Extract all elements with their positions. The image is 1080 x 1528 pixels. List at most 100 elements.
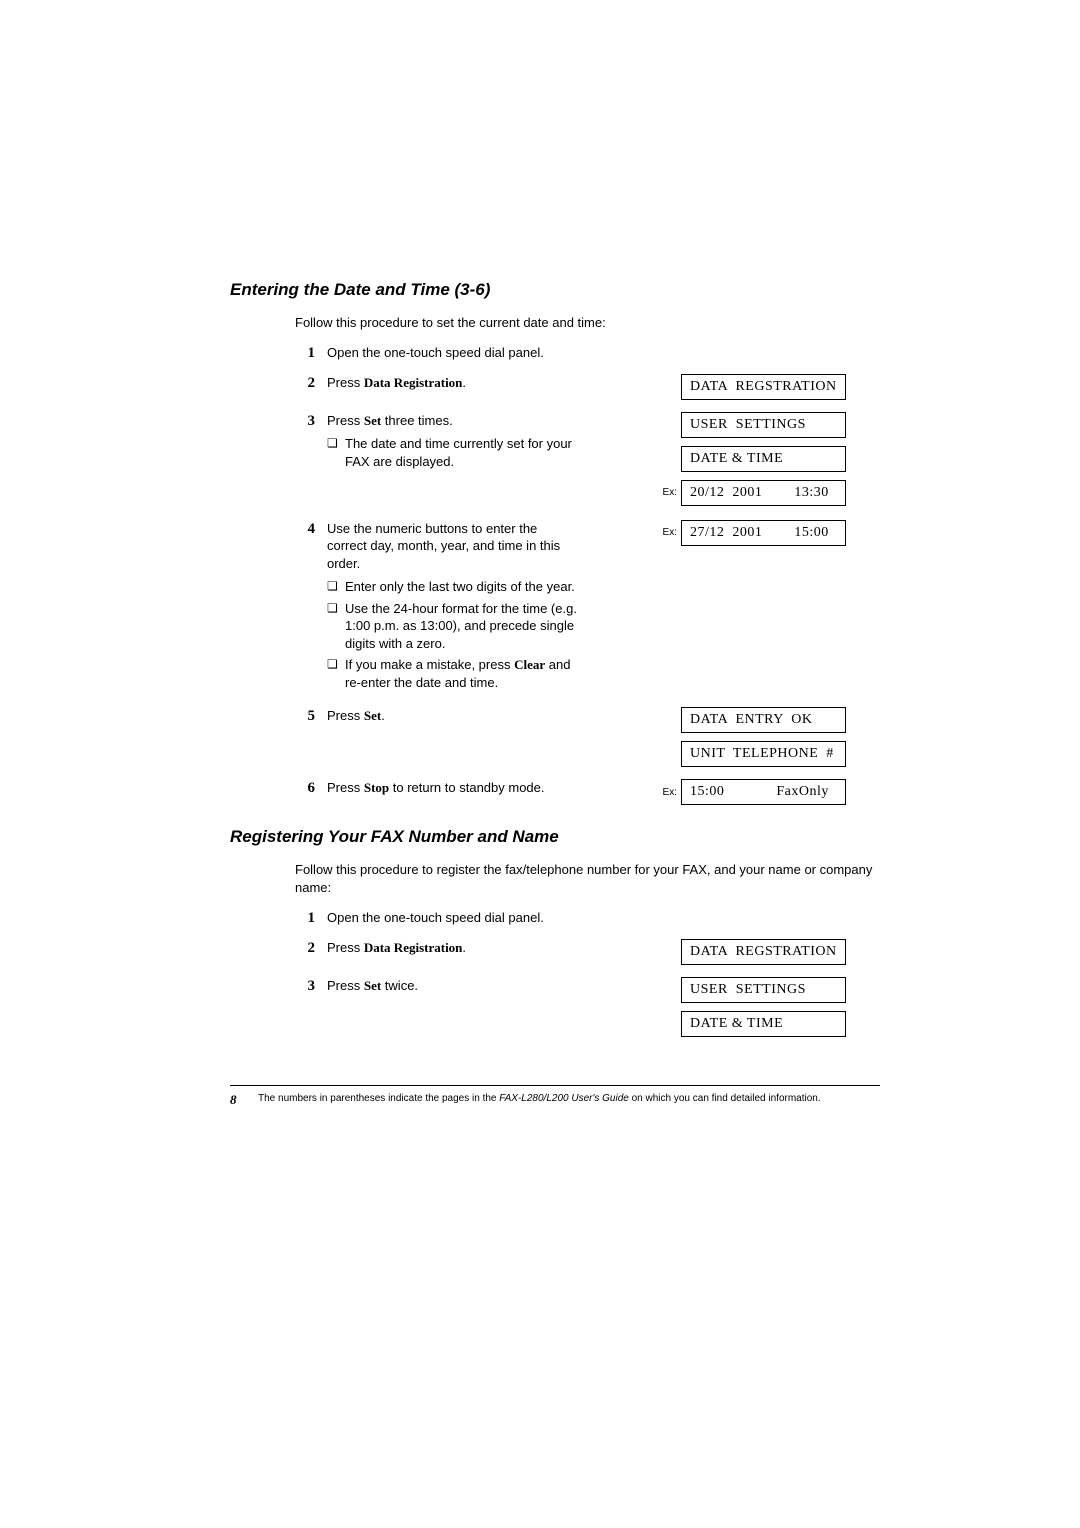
step-body: Press Stop to return to standby mode. — [327, 779, 577, 797]
display-column: DATA REGSTRATION — [655, 939, 855, 965]
step-number: 3 — [295, 977, 315, 995]
step-body: Press Set. — [327, 707, 577, 725]
step-bold: Set — [364, 413, 381, 428]
step-number: 1 — [295, 344, 315, 362]
sub-bullet: ❏ The date and time currently set for yo… — [327, 435, 577, 470]
lcd-display: DATE & TIME — [681, 446, 846, 472]
lcd-display: DATA REGSTRATION — [681, 374, 846, 400]
step: 2 Press Data Registration. DATA REGSTRAT… — [295, 939, 855, 965]
section-heading: Registering Your FAX Number and Name — [230, 827, 880, 847]
step-number: 3 — [295, 412, 315, 430]
footer-text: The numbers in parentheses indicate the … — [258, 1092, 880, 1105]
bullet-marker: ❏ — [327, 600, 345, 616]
step-text: twice. — [381, 978, 418, 993]
bullet-text: The date and time currently set for your… — [345, 435, 577, 470]
step-text: Use the numeric buttons to enter the cor… — [327, 521, 560, 571]
bullet-text: Enter only the last two digits of the ye… — [345, 578, 577, 596]
ex-label: Ex: — [655, 487, 677, 498]
lcd-wrap: DATA REGSTRATION — [655, 939, 855, 965]
display-column: Ex: 27/12 2001 15:00 — [655, 520, 855, 546]
page-number: 8 — [230, 1092, 258, 1108]
lcd-wrap: Ex: 20/12 2001 13:30 — [655, 480, 855, 506]
step-text: to return to standby mode. — [389, 780, 544, 795]
step: 6 Press Stop to return to standby mode. … — [295, 779, 855, 805]
step-text: Press — [327, 780, 364, 795]
step-number: 2 — [295, 939, 315, 957]
step: 1 Open the one-touch speed dial panel. — [295, 344, 855, 362]
step-body: Press Data Registration. — [327, 374, 577, 392]
step: 5 Press Set. DATA ENTRY OK UNIT TELEPHON… — [295, 707, 855, 767]
lcd-display: DATE & TIME — [681, 1011, 846, 1037]
step-body: Press Set twice. — [327, 977, 577, 995]
footer-line: 8 The numbers in parentheses indicate th… — [230, 1092, 880, 1108]
lcd-wrap: UNIT TELEPHONE # — [655, 741, 855, 767]
step-body: Use the numeric buttons to enter the cor… — [327, 520, 577, 696]
bullet-marker: ❏ — [327, 435, 345, 451]
lcd-wrap: DATE & TIME — [655, 1011, 855, 1037]
steps-list: 1 Open the one-touch speed dial panel. 2… — [295, 909, 855, 1037]
step-text: Open the one-touch speed dial panel. — [327, 910, 544, 925]
lcd-display: 27/12 2001 15:00 — [681, 520, 846, 546]
step: 2 Press Data Registration. DATA REGSTRAT… — [295, 374, 855, 400]
lcd-wrap: USER SETTINGS — [655, 977, 855, 1003]
display-column: USER SETTINGS DATE & TIME Ex: 20/12 2001… — [655, 412, 855, 506]
step-text: . — [462, 940, 466, 955]
steps-list: 1 Open the one-touch speed dial panel. 2… — [295, 344, 855, 806]
step-bold: Data Registration — [364, 375, 463, 390]
lcd-display: USER SETTINGS — [681, 977, 846, 1003]
footer-rule — [230, 1085, 880, 1086]
step-text: Press — [327, 413, 364, 428]
display-column: DATA REGSTRATION — [655, 374, 855, 400]
lcd-display: 15:00 FaxOnly — [681, 779, 846, 805]
lcd-wrap: Ex: 15:00 FaxOnly — [655, 779, 855, 805]
bullet-marker: ❏ — [327, 578, 345, 594]
section-intro: Follow this procedure to set the current… — [295, 314, 880, 332]
sub-bullet: ❏ Use the 24-hour format for the time (e… — [327, 600, 577, 653]
step-body: Open the one-touch speed dial panel. — [327, 909, 577, 927]
ex-label: Ex: — [655, 527, 677, 538]
sub-bullet: ❏ Enter only the last two digits of the … — [327, 578, 577, 596]
section-heading: Entering the Date and Time (3-6) — [230, 280, 880, 300]
step: 1 Open the one-touch speed dial panel. — [295, 909, 855, 927]
step-text: three times. — [381, 413, 453, 428]
step: 3 Press Set twice. USER SETTINGS DATE & … — [295, 977, 855, 1037]
lcd-wrap: DATA ENTRY OK — [655, 707, 855, 733]
step-body: Press Set three times. ❏ The date and ti… — [327, 412, 577, 475]
step: 4 Use the numeric buttons to enter the c… — [295, 520, 855, 696]
page-footer: 8 The numbers in parentheses indicate th… — [230, 1085, 880, 1108]
page-content: Entering the Date and Time (3-6) Follow … — [230, 280, 880, 1049]
step-number: 2 — [295, 374, 315, 392]
lcd-display: UNIT TELEPHONE # — [681, 741, 846, 767]
lcd-display: DATA ENTRY OK — [681, 707, 846, 733]
lcd-display: 20/12 2001 13:30 — [681, 480, 846, 506]
step-bold: Set — [364, 978, 381, 993]
lcd-display: DATA REGSTRATION — [681, 939, 846, 965]
step-number: 1 — [295, 909, 315, 927]
bullet-marker: ❏ — [327, 656, 345, 672]
step-body: Press Data Registration. — [327, 939, 577, 957]
step-text: . — [381, 708, 385, 723]
sub-bullets: ❏ The date and time currently set for yo… — [327, 435, 577, 470]
display-column: USER SETTINGS DATE & TIME — [655, 977, 855, 1037]
step-text: Press — [327, 375, 364, 390]
step-bold: Data Registration — [364, 940, 463, 955]
sub-bullets: ❏ Enter only the last two digits of the … — [327, 578, 577, 691]
lcd-wrap: USER SETTINGS — [655, 412, 855, 438]
step-text: Press — [327, 708, 364, 723]
step-text: Press — [327, 978, 364, 993]
step-number: 5 — [295, 707, 315, 725]
step-bold: Stop — [364, 780, 389, 795]
step-text: Press — [327, 940, 364, 955]
step: 3 Press Set three times. ❏ The date and … — [295, 412, 855, 506]
sub-bullet: ❏ If you make a mistake, press Clear and… — [327, 656, 577, 691]
bullet-text: If you make a mistake, press Clear and r… — [345, 656, 577, 691]
step-number: 4 — [295, 520, 315, 538]
lcd-wrap: DATE & TIME — [655, 446, 855, 472]
step-text: Open the one-touch speed dial panel. — [327, 345, 544, 360]
section-fax-number: Registering Your FAX Number and Name Fol… — [230, 827, 880, 1036]
display-column: DATA ENTRY OK UNIT TELEPHONE # — [655, 707, 855, 767]
lcd-display: USER SETTINGS — [681, 412, 846, 438]
ex-label: Ex: — [655, 787, 677, 798]
lcd-wrap: Ex: 27/12 2001 15:00 — [655, 520, 855, 546]
step-bold: Set — [364, 708, 381, 723]
